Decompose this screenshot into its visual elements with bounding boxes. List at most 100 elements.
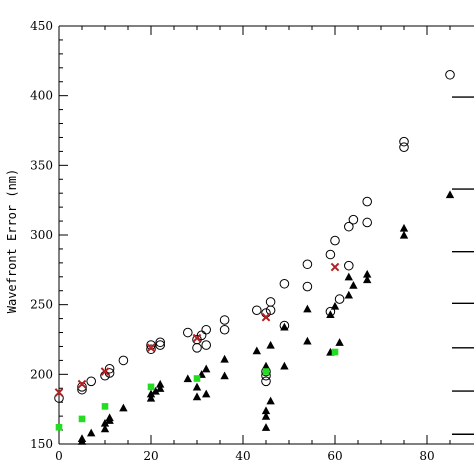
y-tick-label: 250 — [30, 298, 53, 312]
open-circle-point — [302, 281, 313, 292]
filled-triangle-point — [146, 393, 156, 402]
y-tick-label: 350 — [30, 158, 53, 172]
filled-triangle-point — [363, 269, 372, 278]
filled-triangle-point — [303, 336, 312, 345]
open-circle-point — [399, 142, 409, 153]
filled-triangle-point — [261, 423, 271, 431]
filled-triangle-point — [87, 428, 96, 437]
filled-triangle-point — [202, 389, 211, 398]
y-tick-label: 150 — [30, 437, 53, 451]
x-cross-point — [261, 312, 271, 322]
open-circle-point — [146, 340, 156, 350]
open-circle-point — [362, 217, 373, 228]
open-circle-point — [362, 196, 373, 207]
open-circle-point — [201, 340, 211, 350]
filled-triangle-point — [252, 346, 261, 355]
open-circle-point — [344, 260, 354, 271]
filled-triangle-point — [156, 379, 165, 388]
filled-triangle-point — [335, 338, 344, 346]
filled-triangle-point — [363, 275, 372, 284]
filled-square-point — [78, 415, 86, 423]
filled-triangle-point — [105, 413, 114, 422]
open-circle-point — [265, 297, 276, 307]
x-tick-label: 20 — [143, 449, 158, 463]
filled-triangle-point — [202, 364, 211, 373]
filled-triangle-point — [261, 411, 271, 420]
axis-ticks — [58, 25, 451, 445]
filled-triangle-point — [261, 361, 271, 370]
filled-triangle-point — [100, 418, 110, 427]
filled-triangle-point — [330, 301, 340, 310]
open-circle-point — [348, 214, 359, 225]
filled-triangle-point — [151, 386, 160, 395]
filled-triangle-point — [192, 392, 202, 401]
y-tick-label: 450 — [30, 19, 53, 33]
y-tick-label: 400 — [30, 89, 53, 103]
open-circle-point — [146, 344, 156, 355]
y-axis-label: Wavefront Error (nm) — [5, 169, 19, 314]
filled-triangle-point — [266, 396, 275, 405]
open-circle-point — [192, 343, 202, 353]
open-circle-point — [104, 363, 115, 374]
open-circle-point — [251, 305, 262, 316]
open-circle-point — [445, 69, 455, 80]
x-cross-point — [192, 333, 202, 343]
y-tick-label: 300 — [30, 228, 53, 242]
x-cross-point — [330, 262, 340, 272]
x-tick-label: 80 — [419, 449, 434, 463]
open-circle-point — [279, 278, 290, 289]
data-points — [54, 69, 455, 445]
x-cross-point — [146, 343, 156, 353]
filled-square-point — [147, 383, 155, 391]
x-tick-label: 60 — [327, 449, 342, 463]
filled-triangle-point — [119, 403, 128, 412]
filled-square-point — [101, 403, 109, 410]
open-circle-point — [302, 259, 313, 270]
filled-triangle-point — [303, 304, 312, 313]
filled-triangle-point — [349, 280, 358, 289]
open-circle-point — [325, 249, 336, 260]
open-circle-point — [261, 376, 271, 387]
filled-triangle-point — [266, 340, 275, 349]
filled-triangle-point — [445, 190, 455, 199]
filled-triangle-point — [220, 371, 229, 380]
filled-square-point — [331, 348, 339, 356]
filled-triangle-point — [220, 354, 229, 363]
x-cross-point — [77, 379, 87, 389]
open-circle-point — [118, 355, 129, 366]
filled-triangle-point — [399, 230, 409, 239]
filled-triangle-point — [100, 424, 110, 433]
open-circle-point — [155, 340, 165, 350]
filled-triangle-point — [146, 389, 156, 398]
open-circle-point — [201, 324, 211, 335]
open-circle-point — [155, 337, 165, 348]
open-circle-point — [86, 376, 96, 387]
x-cross-point — [100, 367, 110, 376]
filled-square-point — [55, 423, 63, 431]
filled-triangle-point — [399, 223, 409, 232]
filled-triangle-point — [280, 361, 289, 370]
tick-labels: 150 200 250 300 350 400 450 0 20 40 60 80 — [30, 19, 435, 463]
open-circle-point — [330, 235, 340, 246]
filled-triangle-point — [326, 310, 335, 318]
filled-triangle-point — [261, 406, 271, 415]
open-circle-point — [219, 315, 230, 325]
right-edge-ticks — [452, 96, 474, 435]
open-circle-point — [77, 382, 87, 392]
filled-triangle-point — [183, 374, 192, 383]
filled-triangle-point — [280, 322, 289, 331]
filled-square-point — [262, 368, 270, 375]
filled-triangle-point — [344, 272, 353, 281]
open-circle-point — [399, 136, 409, 147]
filled-triangle-point — [192, 382, 202, 391]
open-circle-point — [219, 324, 230, 335]
filled-triangle-point — [344, 290, 353, 299]
open-circle-point — [183, 327, 193, 338]
x-tick-label: 40 — [235, 449, 250, 463]
open-circle-point — [334, 294, 345, 304]
plot-frame — [58, 25, 474, 445]
y-tick-label: 200 — [30, 367, 53, 381]
x-cross-point — [54, 388, 64, 397]
x-tick-label: 0 — [55, 449, 63, 463]
